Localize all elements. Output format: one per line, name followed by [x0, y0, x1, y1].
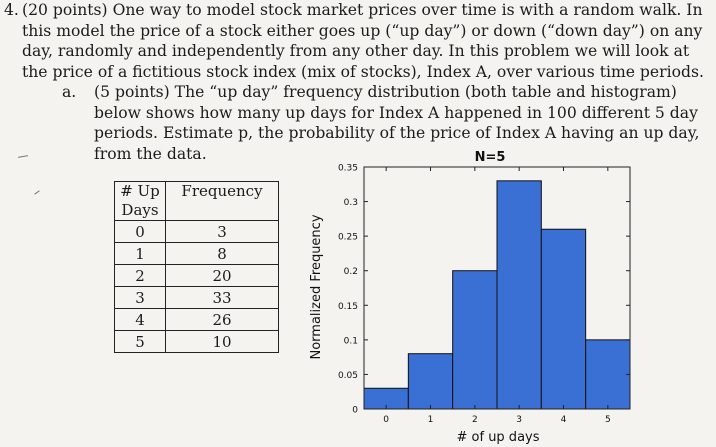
x-axis-label: # of up days [457, 430, 540, 445]
y-tick-label: 0.25 [338, 233, 358, 243]
problem-4: 4. (20 points) One way to model stock ma… [4, 0, 708, 82]
frequency-table: # Up Days Frequency 0 3 1 8 2 20 3 33 4 … [114, 181, 279, 353]
x-tick-label: 3 [516, 415, 522, 425]
histogram-bar [540, 228, 587, 410]
plot-frame [363, 166, 631, 410]
table-row: 2 20 [114, 264, 279, 287]
y-axis-label: Normalized Frequency [309, 214, 324, 359]
part-a: a. (5 points) The “up day” frequency dis… [62, 82, 702, 164]
problem-number: 4. [4, 1, 19, 19]
table-row: 5 10 [114, 330, 279, 353]
x-tick-label: 0 [383, 415, 389, 425]
chart-title: N=5 [475, 150, 506, 165]
frequency-cell: 10 [165, 330, 279, 353]
problem-text: (20 points) One way to model stock marke… [22, 1, 704, 81]
y-tick-label: 0 [352, 406, 358, 416]
table-row: 0 3 [114, 220, 279, 243]
x-tick-label: 5 [605, 415, 611, 425]
histogram-bar [407, 353, 454, 410]
x-tick-label: 1 [428, 415, 434, 425]
histogram-bar [452, 270, 498, 410]
y-tick-label: 0.2 [344, 267, 358, 277]
part-a-label: a. [62, 83, 77, 101]
y-tick-label: 0.35 [338, 164, 358, 174]
y-tick-label: 0.05 [338, 371, 358, 381]
y-tick-label: 0.3 [344, 198, 358, 208]
frequency-cell: 33 [165, 286, 279, 309]
y-tick-label: 0.15 [338, 302, 358, 312]
header-frequency: Frequency [165, 181, 279, 221]
table-header-row: # Up Days Frequency [114, 181, 279, 221]
table-row: 3 33 [114, 286, 279, 309]
part-a-text: (5 points) The “up day” frequency distri… [94, 83, 700, 163]
histogram-bar [496, 180, 542, 410]
y-tick-label: 0.1 [344, 336, 358, 346]
x-tick-label: 4 [561, 415, 567, 425]
x-tick-label: 2 [472, 415, 478, 425]
histogram-bar [585, 339, 631, 410]
